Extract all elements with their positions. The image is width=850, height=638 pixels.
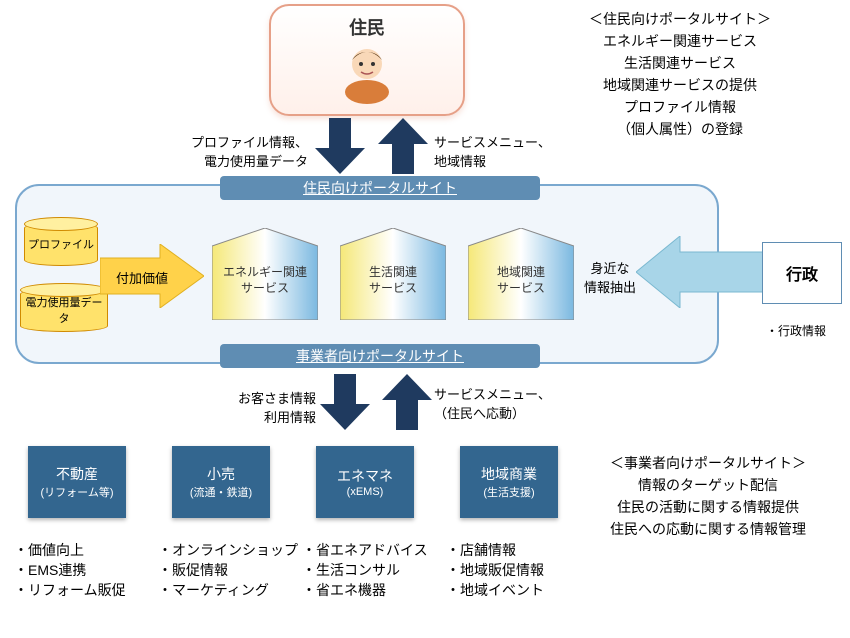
arrow-up-icon [378, 118, 428, 174]
biz-title: エネマネ [337, 466, 393, 486]
resident-portal-bar: 住民向けポータルサイト [220, 176, 540, 200]
bullet: ・省エネ機器 [302, 580, 452, 600]
biz-bullets: ・店舗情報 ・地域販促情報 ・地域イベント [446, 540, 596, 600]
arrow-up-icon [382, 374, 432, 430]
bullet: ・EMS連携 [14, 560, 164, 580]
business-portal-notes: ＜事業者向けポータルサイト＞ 情報のターゲット配信 住民の活動に関する情報提供 … [568, 452, 848, 540]
flow-bottom-left-label: お客さま情報 利用情報 [196, 388, 316, 426]
biz-title: 小売 [207, 464, 235, 484]
bullet: ・販促情報 [158, 560, 308, 580]
arrow-left-lightblue-icon [636, 236, 764, 308]
service-label: 地域関連 サービス [468, 264, 574, 296]
value-add-label: 付加価値 [116, 268, 168, 287]
biz-box-enemane: エネマネ (xEMS) [316, 446, 414, 518]
bullet: ・地域イベント [446, 580, 596, 600]
arrow-down-icon [315, 118, 365, 174]
service-label: エネルギー関連 サービス [212, 264, 318, 296]
biz-title: 地域商業 [481, 464, 537, 484]
arrow-down-icon [320, 374, 370, 430]
flow-top-left-label: プロファイル情報、 電力使用量データ [168, 132, 308, 170]
biz-title: 不動産 [56, 464, 98, 484]
biz-sub: (生活支援) [483, 484, 534, 500]
admin-box: 行政 [762, 242, 842, 304]
biz-sub: (リフォーム等) [41, 484, 114, 500]
biz-bullets: ・価値向上 ・EMS連携 ・リフォーム販促 [14, 540, 164, 600]
bullet: ・生活コンサル [302, 560, 452, 580]
biz-bullets: ・オンラインショップ ・販促情報 ・マーケティング [158, 540, 308, 600]
service-label: 生活関連 サービス [340, 264, 446, 296]
biz-sub: (流通・鉄道) [190, 484, 252, 500]
note-line: エネルギー関連サービス [540, 30, 820, 52]
info-extract-label: 身近な 情報抽出 [584, 258, 636, 296]
notes-header: ＜住民向けポータルサイト＞ [540, 8, 820, 30]
note-line: 住民への応動に関する情報管理 [568, 518, 848, 540]
notes-header: ＜事業者向けポータルサイト＞ [568, 452, 848, 474]
bullet: ・マーケティング [158, 580, 308, 600]
resident-box: 住民 [269, 4, 465, 116]
note-line: 住民の活動に関する情報提供 [568, 496, 848, 518]
note-line: 地域関連サービスの提供 [540, 74, 820, 96]
cylinder-label: プロファイル [28, 236, 94, 252]
biz-bullets: ・省エネアドバイス ・生活コンサル ・省エネ機器 [302, 540, 452, 600]
bullet: ・省エネアドバイス [302, 540, 452, 560]
bullet: ・地域販促情報 [446, 560, 596, 580]
flow-bottom-right-label: サービスメニュー、 （住民へ応動） [434, 384, 594, 422]
business-portal-bar: 事業者向けポータルサイト [220, 344, 540, 368]
cylinder-power: 電力使用量データ [20, 288, 108, 332]
admin-title: 行政 [786, 261, 818, 285]
note-line: プロファイル情報 [540, 96, 820, 118]
bullet: ・価値向上 [14, 540, 164, 560]
cylinder-profile: プロファイル [24, 222, 98, 266]
bullet: ・店舗情報 [446, 540, 596, 560]
cylinder-label: 電力使用量データ [21, 294, 107, 326]
admin-note: ・行政情報 [766, 322, 826, 339]
biz-box-realestate: 不動産 (リフォーム等) [28, 446, 126, 518]
flow-top-right-label: サービスメニュー、 地域情報 [434, 132, 584, 170]
bullet: ・リフォーム販促 [14, 580, 164, 600]
service-life: 生活関連 サービス [340, 228, 446, 308]
biz-sub: (xEMS) [347, 486, 384, 498]
note-line: 生活関連サービス [540, 52, 820, 74]
biz-box-retail: 小売 (流通・鉄道) [172, 446, 270, 518]
biz-box-local: 地域商業 (生活支援) [460, 446, 558, 518]
note-line: 情報のターゲット配信 [568, 474, 848, 496]
bullet: ・オンラインショップ [158, 540, 308, 560]
resident-portal-notes: ＜住民向けポータルサイト＞ エネルギー関連サービス 生活関連サービス 地域関連サ… [540, 8, 820, 140]
service-energy: エネルギー関連 サービス [212, 228, 318, 308]
resident-title: 住民 [271, 14, 463, 40]
person-icon [341, 42, 393, 104]
service-region: 地域関連 サービス [468, 228, 574, 308]
